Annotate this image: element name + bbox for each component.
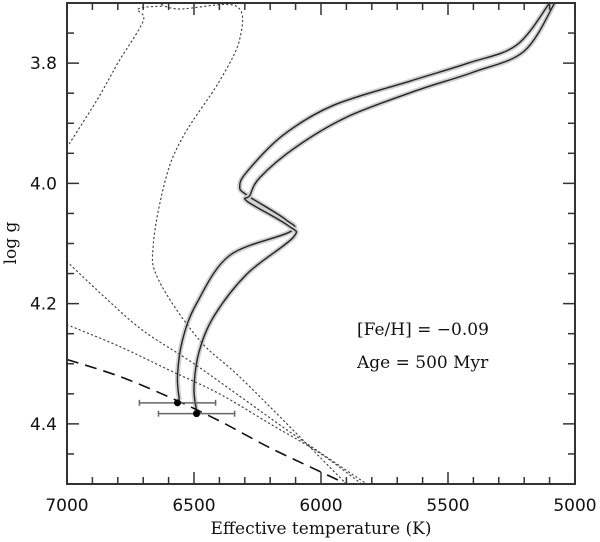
y-tick-label: 3.8 — [30, 54, 57, 74]
x-tick-label: 5500 — [426, 496, 469, 516]
y-tick-label: 4.2 — [30, 295, 57, 315]
series-instability-strip-red-edge-dotted — [151, 3, 347, 484]
x-tick-label: 5000 — [553, 496, 596, 516]
x-tick-label: 6500 — [172, 496, 215, 516]
y-tick-label: 4.4 — [30, 415, 57, 435]
observed-star-2 — [157, 410, 236, 418]
series-evolutionary-track-star-1 — [176, 3, 551, 400]
y-axis-title: log g — [1, 221, 21, 264]
x-tick-label: 6000 — [299, 496, 342, 516]
y-tick-label: 4.0 — [30, 174, 57, 194]
axis-ticks: 7000 6500 6000 5500 5000 3.8 4.0 4.2 4.4 — [30, 3, 597, 516]
series-evolutionary-track-star-1-halo — [174, 3, 552, 401]
x-axis-title: Effective temperature (K) — [211, 519, 432, 539]
metallicity-annotation: [Fe/H] = −0.09 — [357, 320, 489, 340]
age-annotation: Age = 500 Myr — [356, 353, 489, 373]
plot-frame — [66, 2, 576, 485]
series-isochrone-dotted-1 — [67, 324, 363, 484]
plot-area — [67, 3, 557, 484]
series-instability-strip-blue-edge-dotted — [67, 5, 165, 148]
series-zams — [67, 358, 347, 484]
series-evolutionary-track-star-2-halo — [191, 3, 557, 411]
observed-star-1 — [138, 399, 217, 407]
x-tick-label: 7000 — [45, 496, 88, 516]
series-evolutionary-track-star-2 — [193, 3, 556, 411]
series-isochrone-dotted-2 — [67, 260, 368, 484]
